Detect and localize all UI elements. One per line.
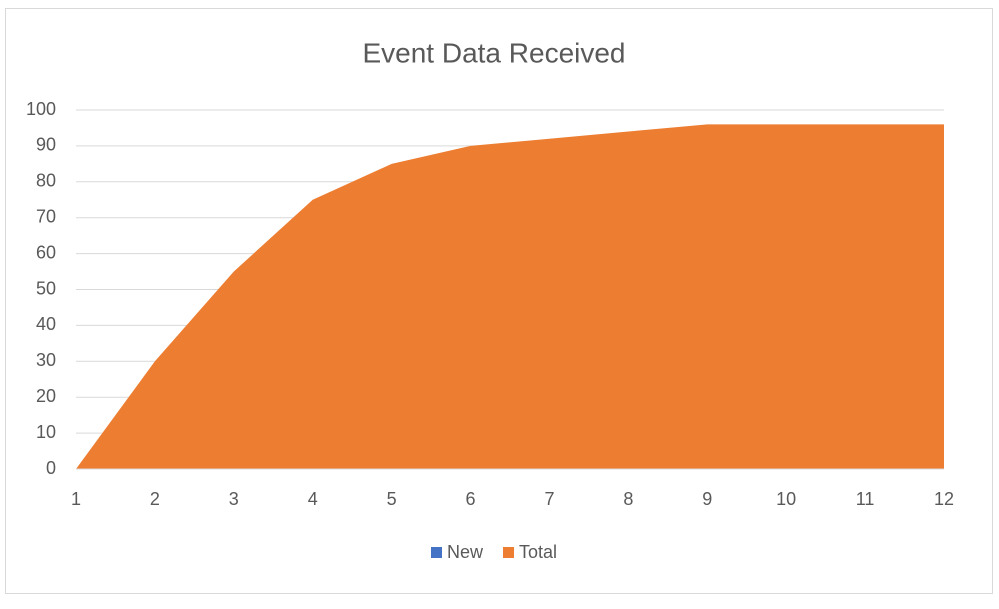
y-tick-label: 90: [36, 135, 56, 155]
legend-label: Total: [519, 542, 557, 562]
x-tick-label: 11: [856, 489, 875, 509]
y-tick-label: 70: [36, 206, 56, 226]
y-tick-label: 100: [26, 99, 56, 119]
y-tick-label: 60: [36, 242, 56, 262]
y-tick-label: 30: [36, 350, 56, 370]
x-tick-label: 8: [623, 489, 633, 509]
legend-label: New: [447, 542, 484, 562]
y-tick-label: 80: [36, 171, 56, 191]
legend-swatch: [503, 547, 515, 558]
y-tick-label: 0: [46, 458, 56, 478]
x-tick-label: 5: [387, 489, 397, 509]
x-tick-label: 1: [71, 489, 81, 509]
x-tick-label: 2: [150, 489, 160, 509]
area: [76, 124, 944, 470]
y-tick-label: 20: [36, 386, 56, 406]
x-tick-label: 3: [229, 489, 239, 509]
x-tick-label: 10: [776, 489, 796, 509]
x-tick-label: 6: [466, 489, 476, 509]
chart-title: Event Data Received: [362, 37, 625, 68]
x-tick-label: 7: [544, 489, 554, 509]
legend-swatch: [431, 547, 442, 558]
x-tick-label: 4: [308, 489, 318, 509]
y-tick-label: 10: [36, 422, 56, 442]
x-tick-label: 12: [934, 489, 954, 509]
y-tick-label: 40: [36, 314, 56, 334]
y-tick-label: 50: [36, 278, 56, 298]
x-tick-label: 9: [702, 489, 712, 509]
